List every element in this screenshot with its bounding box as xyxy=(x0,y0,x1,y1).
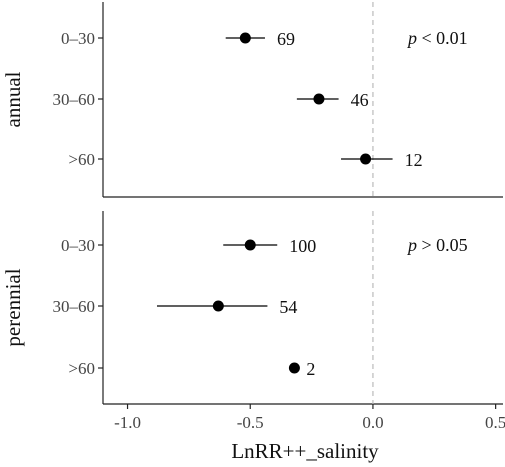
x-axis: -1.0 -0.5 0.0 0.5 xyxy=(114,404,505,432)
x-tick-label: -0.5 xyxy=(237,413,264,432)
y-tick-label: >60 xyxy=(68,150,95,169)
y-tick-label: >60 xyxy=(68,359,95,378)
sample-size-label: 69 xyxy=(277,29,295,49)
sample-size-label: 12 xyxy=(405,150,423,170)
estimate-point xyxy=(239,32,251,44)
facet-panel-annual: annual p < 0.01 0–30 69 30–60 46 >60 12 xyxy=(1,2,503,198)
sample-size-label: 100 xyxy=(289,236,316,256)
sample-size-label: 54 xyxy=(279,297,297,317)
x-tick-label: -1.0 xyxy=(114,413,141,432)
x-tick-label: 0.5 xyxy=(485,413,505,432)
y-tick-label: 0–30 xyxy=(61,236,95,255)
y-tick-label: 30–60 xyxy=(53,297,96,316)
facet-label: annual xyxy=(1,71,25,127)
y-tick-label: 30–60 xyxy=(53,90,96,109)
estimate-point xyxy=(244,239,256,251)
x-tick-label: 0.0 xyxy=(362,413,383,432)
estimate-point xyxy=(288,362,300,374)
estimate-point xyxy=(212,300,224,312)
estimate-point xyxy=(360,153,372,165)
x-axis-title: LnRR++_salinity xyxy=(231,439,379,463)
sample-size-label: 2 xyxy=(306,359,315,379)
p-value-label: p < 0.01 xyxy=(406,28,468,48)
facets-layer: annual p < 0.01 0–30 69 30–60 46 >60 12 perennia… xyxy=(1,2,503,405)
p-value-label: p > 0.05 xyxy=(406,235,468,255)
y-tick-label: 0–30 xyxy=(61,29,95,48)
estimate-point xyxy=(313,93,325,105)
facet-label: perennial xyxy=(1,268,25,346)
sample-size-label: 46 xyxy=(351,90,369,110)
facet-panel-perennial: perennial p > 0.05 0–30 100 30–60 54 >60 2 xyxy=(1,211,503,405)
